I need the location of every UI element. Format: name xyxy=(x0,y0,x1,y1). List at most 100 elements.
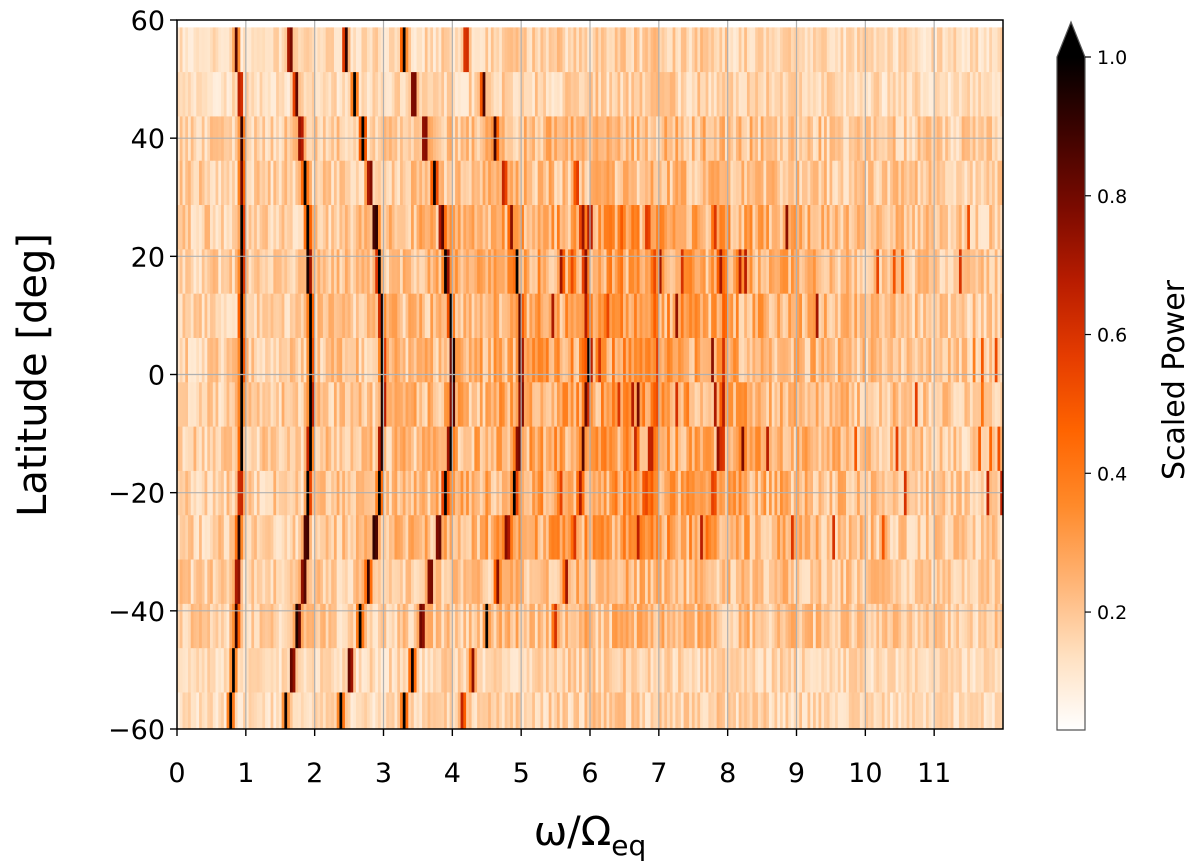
heatmap-cell xyxy=(540,647,544,693)
heatmap-cell xyxy=(821,71,825,117)
heatmap-cell xyxy=(768,248,773,294)
heatmap-cell xyxy=(298,27,302,73)
heatmap-cell xyxy=(397,692,401,729)
heatmap-cell xyxy=(449,647,453,693)
heatmap-cell xyxy=(733,647,737,693)
heatmap-cell xyxy=(259,71,263,117)
heatmap-cell xyxy=(435,27,439,73)
heatmap-cell xyxy=(386,248,390,294)
heatmap-cell xyxy=(196,514,200,560)
heatmap-cell xyxy=(887,381,891,427)
heatmap-cell xyxy=(835,27,839,73)
heatmap-cell xyxy=(680,647,684,693)
heatmap-cell xyxy=(413,71,417,117)
heatmap-cell xyxy=(581,248,585,294)
heatmap-cell xyxy=(879,381,883,427)
heatmap-cell xyxy=(636,293,640,338)
heatmap-cell xyxy=(377,381,382,427)
heatmap-cell xyxy=(210,692,214,729)
heatmap-cell xyxy=(303,71,307,117)
heatmap-cell xyxy=(573,27,577,73)
heatmap-cell xyxy=(576,204,580,250)
heatmap-cell xyxy=(749,647,753,693)
heatmap-cell xyxy=(317,559,321,604)
heatmap-cell xyxy=(551,426,555,471)
heatmap-cell xyxy=(612,71,616,117)
heatmap-cell xyxy=(639,204,643,250)
heatmap-cell xyxy=(424,647,428,693)
heatmap-cell xyxy=(554,381,558,427)
heatmap-cell xyxy=(196,160,200,206)
heatmap-cell xyxy=(983,337,987,383)
heatmap-cell xyxy=(606,204,610,250)
heatmap-cell xyxy=(521,603,525,649)
heatmap-cell xyxy=(606,692,610,729)
heatmap-cell xyxy=(543,293,547,338)
heatmap-cell xyxy=(727,248,731,294)
heatmap-cell xyxy=(342,514,346,560)
heatmap-cell xyxy=(355,248,360,294)
heatmap-cell xyxy=(813,647,817,693)
heatmap-cell xyxy=(628,514,632,560)
heatmap-cell xyxy=(785,647,789,693)
heatmap-cell xyxy=(631,381,635,427)
heatmap-cell xyxy=(697,426,701,471)
heatmap-cell xyxy=(683,692,687,729)
heatmap-cell xyxy=(804,514,808,560)
heatmap-cell xyxy=(223,337,227,383)
heatmap-cell xyxy=(912,514,916,560)
heatmap-cell xyxy=(422,559,426,604)
heatmap-cell xyxy=(975,514,979,560)
heatmap-cell xyxy=(947,160,952,206)
heatmap-row xyxy=(177,647,1003,693)
heatmap-cell xyxy=(482,559,486,604)
heatmap-cell xyxy=(634,381,638,427)
heatmap-cell xyxy=(711,692,715,729)
heatmap-cell xyxy=(185,293,189,338)
heatmap-cell xyxy=(262,71,266,117)
heatmap-cell xyxy=(391,559,395,604)
heatmap-cell xyxy=(901,647,905,693)
heatmap-cell xyxy=(768,603,773,649)
heatmap-cell xyxy=(1000,248,1003,294)
heatmap-cell xyxy=(372,160,376,206)
heatmap-cell xyxy=(939,514,943,560)
heatmap-cell xyxy=(201,692,205,729)
heatmap-cell xyxy=(413,248,417,294)
heatmap-cell xyxy=(722,426,726,471)
heatmap-cell xyxy=(210,559,214,604)
heatmap-cell xyxy=(980,514,985,560)
heatmap-cell xyxy=(903,27,907,73)
heatmap-cell xyxy=(281,160,285,206)
heatmap-cell xyxy=(854,293,858,338)
heatmap-cell xyxy=(521,71,525,117)
heatmap-cell xyxy=(994,204,998,250)
heatmap-cell xyxy=(694,337,698,383)
heatmap-cell xyxy=(460,426,464,471)
heatmap-cell xyxy=(603,337,607,383)
heatmap-cell xyxy=(956,514,960,560)
heatmap-cell xyxy=(331,692,335,729)
heatmap-cell xyxy=(314,248,318,294)
heatmap-cell xyxy=(870,381,874,427)
heatmap-cell xyxy=(256,692,260,729)
heatmap-cell xyxy=(468,71,472,117)
heatmap-cell xyxy=(854,27,858,73)
heatmap-cell xyxy=(942,71,946,117)
heatmap-cell xyxy=(190,603,194,649)
heatmap-cell xyxy=(333,337,338,383)
heatmap-cell xyxy=(645,248,649,294)
heatmap-cell xyxy=(934,381,938,427)
heatmap-cell xyxy=(460,381,464,427)
heatmap-cell xyxy=(601,514,605,560)
heatmap-cell xyxy=(934,27,938,73)
heatmap-cell xyxy=(427,603,431,649)
heatmap-cell xyxy=(598,381,602,427)
heatmap-cell xyxy=(375,248,379,294)
heatmap-cell xyxy=(768,559,773,604)
heatmap-cell xyxy=(884,71,888,117)
heatmap-cell xyxy=(713,293,717,338)
heatmap-cell xyxy=(369,248,373,294)
heatmap-cell xyxy=(851,248,855,294)
heatmap-cell xyxy=(603,204,607,250)
